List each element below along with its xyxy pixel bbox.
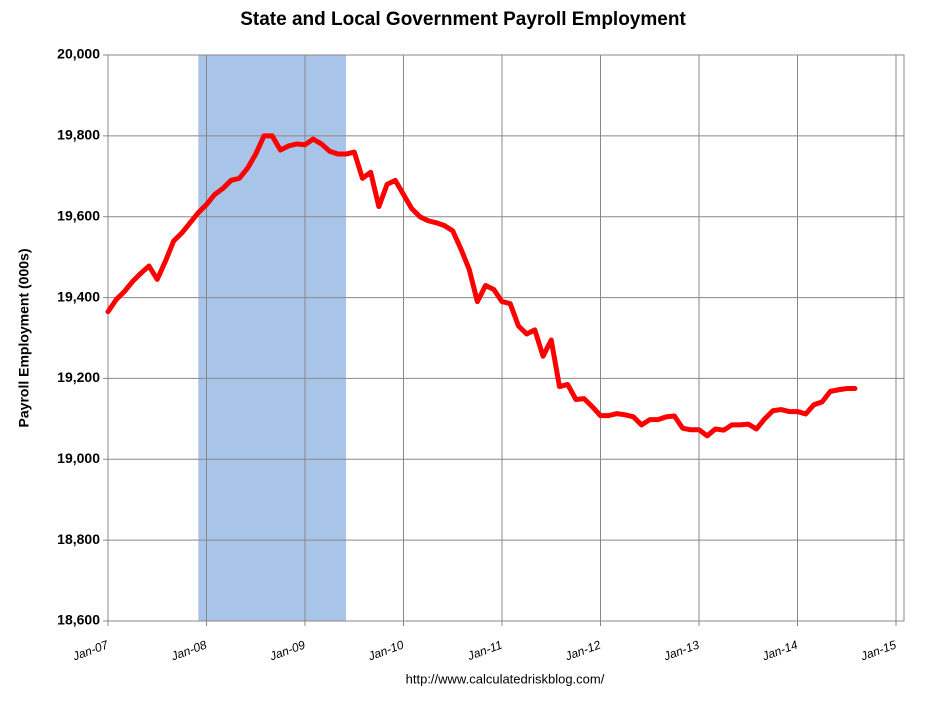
y-axis-label: Payroll Employment (000s) [16, 249, 32, 428]
y-tick-label: 19,400 [57, 288, 100, 304]
source-text: http://www.calculatedriskblog.com/ [406, 671, 605, 686]
x-tick-label: Jan-15 [858, 638, 899, 664]
y-tick-label: 19,000 [57, 450, 100, 466]
x-tick-label: Jan-08 [168, 638, 209, 664]
y-tick-label: 20,000 [57, 46, 100, 62]
plot-frame [107, 54, 905, 622]
x-tick-label: Jan-10 [365, 638, 406, 664]
chart-title: State and Local Government Payroll Emplo… [240, 9, 686, 30]
y-tick-label: 18,600 [57, 612, 100, 628]
y-tick-label: 19,200 [57, 369, 100, 385]
x-tick-label: Jan-12 [562, 638, 603, 664]
data-line [105, 133, 858, 439]
y-tick-label: 19,600 [57, 207, 100, 223]
x-tick-label: Jan-09 [267, 638, 308, 664]
x-tick-label: Jan-11 [465, 638, 504, 664]
x-tick-label: Jan-13 [661, 638, 702, 664]
y-tick-label: 19,800 [57, 127, 100, 143]
y-tick-label: 18,800 [57, 531, 100, 547]
recession-shade [198, 55, 347, 621]
x-tick-label: Jan-07 [70, 637, 111, 664]
x-tick-label: Jan-14 [759, 638, 800, 664]
